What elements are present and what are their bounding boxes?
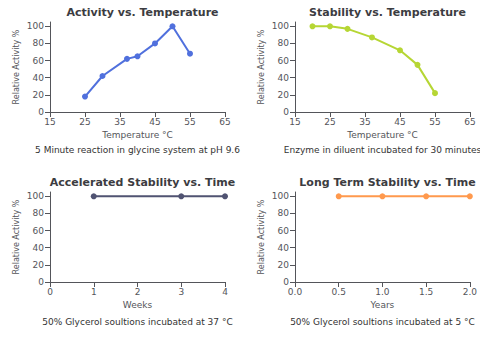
svg-text:5 Minute reaction in glycine s: 5 Minute reaction in glycine system at p… <box>35 145 240 155</box>
svg-text:35: 35 <box>359 117 370 127</box>
svg-text:Relative Activity %: Relative Activity % <box>257 29 266 104</box>
svg-text:20: 20 <box>33 260 45 270</box>
svg-text:Relative Activity %: Relative Activity % <box>12 199 21 274</box>
svg-text:Stability vs. Temperature: Stability vs. Temperature <box>309 6 466 19</box>
svg-text:Accelerated Stability vs. Time: Accelerated Stability vs. Time <box>50 176 236 189</box>
svg-text:80: 80 <box>278 208 290 218</box>
svg-text:40: 40 <box>278 73 290 83</box>
svg-text:15: 15 <box>44 117 55 127</box>
svg-text:60: 60 <box>33 226 45 236</box>
svg-text:0: 0 <box>47 287 53 297</box>
svg-text:40: 40 <box>33 73 45 83</box>
svg-text:45: 45 <box>394 117 405 127</box>
svg-text:65: 65 <box>464 117 475 127</box>
svg-text:50% Glycerol soultions incubat: 50% Glycerol soultions incubated at 37 °… <box>42 317 232 327</box>
svg-text:0: 0 <box>38 277 44 287</box>
svg-text:Temperature °C: Temperature °C <box>101 130 173 140</box>
svg-text:55: 55 <box>184 117 195 127</box>
svg-text:Activity vs. Temperature: Activity vs. Temperature <box>66 6 218 19</box>
svg-text:80: 80 <box>33 208 45 218</box>
svg-text:Relative Activity %: Relative Activity % <box>257 199 266 274</box>
svg-text:80: 80 <box>278 38 290 48</box>
svg-text:Relative Activity %: Relative Activity % <box>12 29 21 104</box>
svg-text:2.0: 2.0 <box>463 287 478 297</box>
svg-text:20: 20 <box>278 90 290 100</box>
svg-text:0.5: 0.5 <box>332 287 346 297</box>
svg-text:20: 20 <box>278 260 290 270</box>
svg-text:Weeks: Weeks <box>123 300 153 310</box>
svg-text:40: 40 <box>33 243 45 253</box>
svg-text:80: 80 <box>33 38 45 48</box>
svg-text:25: 25 <box>79 117 90 127</box>
svg-text:45: 45 <box>149 117 160 127</box>
svg-text:35: 35 <box>114 117 125 127</box>
svg-text:100: 100 <box>272 191 289 201</box>
svg-text:1.5: 1.5 <box>419 287 433 297</box>
svg-text:65: 65 <box>219 117 230 127</box>
svg-text:Temperature °C: Temperature °C <box>346 130 418 140</box>
svg-text:0: 0 <box>283 277 289 287</box>
svg-text:4: 4 <box>222 287 228 297</box>
svg-text:Enzyme in diluent incubated fo: Enzyme in diluent incubated for 30 minut… <box>284 145 480 155</box>
svg-text:0: 0 <box>283 107 289 117</box>
svg-text:Long Term Stability vs. Time: Long Term Stability vs. Time <box>299 176 475 189</box>
svg-text:60: 60 <box>278 226 290 236</box>
svg-text:15: 15 <box>289 117 300 127</box>
svg-text:25: 25 <box>324 117 335 127</box>
svg-text:100: 100 <box>272 21 289 31</box>
svg-text:3: 3 <box>178 287 184 297</box>
svg-text:100: 100 <box>27 21 44 31</box>
svg-text:Years: Years <box>370 300 395 310</box>
svg-text:60: 60 <box>278 56 290 66</box>
svg-text:20: 20 <box>33 90 45 100</box>
svg-text:2: 2 <box>135 287 141 297</box>
svg-text:1: 1 <box>91 287 97 297</box>
svg-text:50% Glycerol soultions incubat: 50% Glycerol soultions incubated at 5 °C <box>290 317 475 327</box>
svg-text:55: 55 <box>429 117 440 127</box>
svg-text:40: 40 <box>278 243 290 253</box>
svg-text:60: 60 <box>33 56 45 66</box>
svg-text:0.0: 0.0 <box>288 287 303 297</box>
svg-text:1.0: 1.0 <box>375 287 390 297</box>
svg-text:100: 100 <box>27 191 44 201</box>
svg-text:0: 0 <box>38 107 44 117</box>
